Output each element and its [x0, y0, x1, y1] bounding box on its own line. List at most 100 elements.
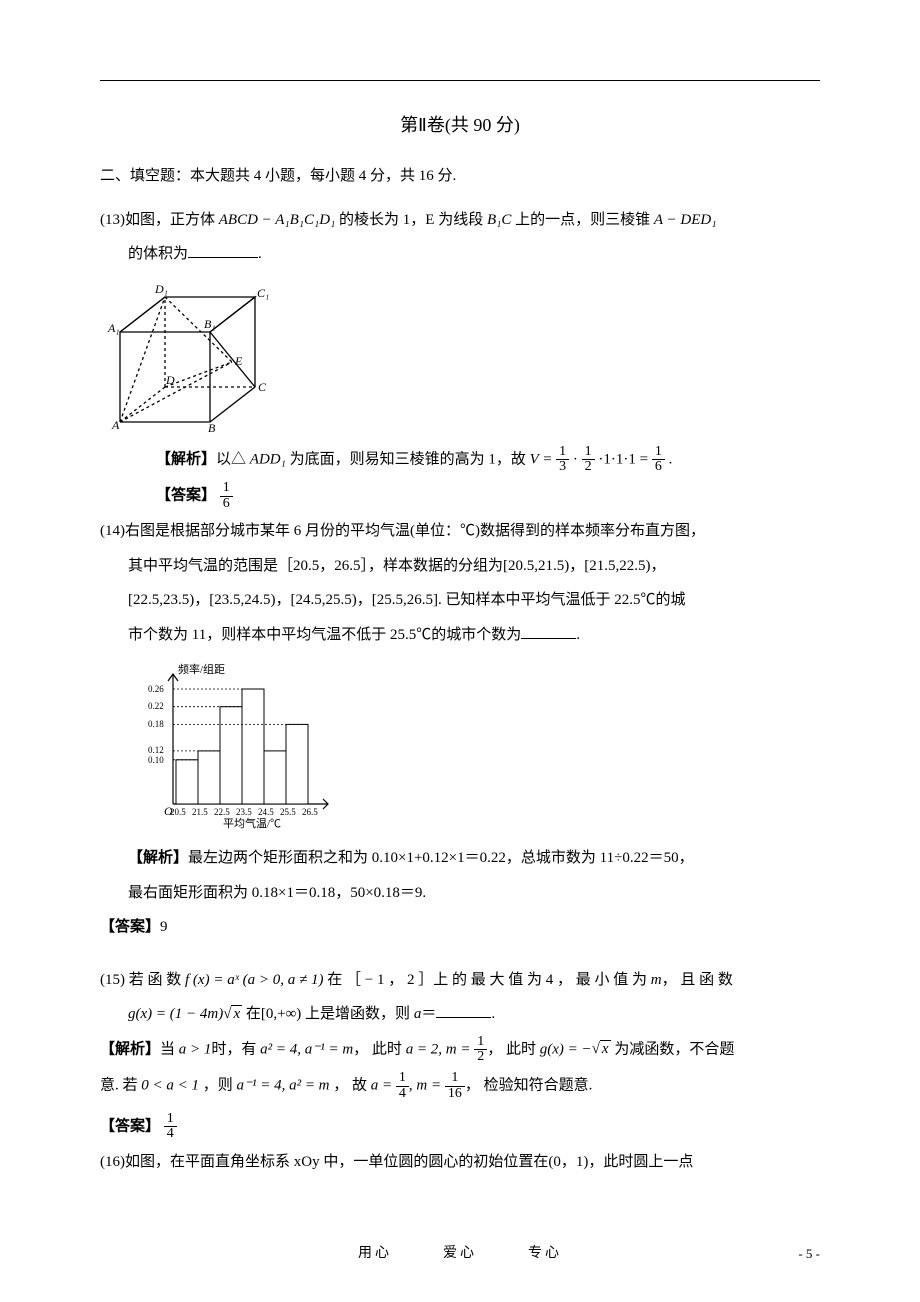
q13-seg: B₁C: [487, 212, 511, 228]
lbl-A1: A₁: [107, 321, 120, 335]
footer: 用心 爱心 专心 - 5 -: [100, 1242, 820, 1262]
q14-ans: 9: [160, 919, 168, 935]
q14-an1: 最左边两个矩形面积之和为 0.10×1+0.12×1＝0.22，总城市数为 11…: [188, 850, 694, 866]
q14-ans-label: 【答案】: [100, 919, 160, 935]
q15-d6: a =: [371, 1078, 392, 1094]
xt3: 23.5: [236, 807, 252, 817]
q13-ans-label: 【答案】: [156, 488, 216, 504]
q15-c5: ， 此时: [353, 1041, 406, 1057]
q15-c7: ， 此时: [487, 1041, 540, 1057]
q14-l2a: 其中平均气温的范围是［20.5，26.5］，样本数据的分组为: [128, 558, 503, 574]
page: 第Ⅱ卷(共 90 分) 二、填空题：本大题共 4 小题，每小题 4 分，共 16…: [0, 0, 920, 1302]
q15-d5: ， 故: [330, 1078, 371, 1094]
cube-svg: A B C D A₁ B₁ C₁ D₁ E: [100, 277, 270, 432]
q13-ans-frac: 16: [220, 481, 233, 511]
lbl-B: B: [208, 421, 216, 432]
lbl-C: C: [258, 380, 267, 394]
lbl-B1: B₁: [204, 317, 216, 331]
yt4: 0.10: [148, 755, 164, 765]
q15-gx-post: 在: [242, 1006, 261, 1022]
q13-f3: 16: [652, 445, 665, 475]
q14-groups2: [22.5,23.5)，[23.5,24.5)，[24.5,25.5)，[25.…: [128, 592, 438, 608]
q16-l1: (16)如图，在平面直角坐标系 xOy 中，一单位圆的圆心的初始位置在(0，1)…: [100, 1148, 820, 1177]
yt0: 0.26: [148, 684, 164, 694]
q13-V: V =: [530, 451, 553, 467]
q14-l1: (14)右图是根据部分城市某年 6 月份的平均气温(单位：℃)数据得到的样本频率…: [100, 517, 820, 546]
q13-an-mid: 为底面，则易知三棱锥的高为 1，故: [286, 451, 530, 467]
q15-d7: , m =: [409, 1078, 441, 1094]
q15-c6: a = 2, m =: [406, 1041, 471, 1057]
q15-eq: ＝: [421, 1006, 436, 1022]
q15-sqrt: √x: [223, 1000, 242, 1029]
q15-c2: a > 1: [179, 1041, 212, 1057]
q15-ans-frac: 14: [164, 1112, 177, 1142]
q15-m: m: [651, 972, 662, 988]
q13-pyr: A − DED₁: [654, 212, 717, 228]
section-heading: 二、填空题：本大题共 4 小题，每小题 4 分，共 16 分.: [100, 162, 820, 191]
yt1: 0.22: [148, 701, 164, 711]
q13-figure: A B C D A₁ B₁ C₁ D₁ E: [100, 277, 820, 437]
yt2: 0.18: [148, 719, 164, 729]
q15-c1: 当: [160, 1041, 179, 1057]
q15-pre: (15) 若 函 数: [100, 972, 185, 988]
q15-dom: [0,+∞): [261, 1006, 301, 1022]
lbl-A: A: [111, 418, 120, 432]
q15-sqrt2: √x: [592, 1035, 611, 1064]
q15-c8: g(x) = −: [540, 1041, 592, 1057]
q14-l3: [22.5,23.5)，[23.5,24.5)，[24.5,25.5)，[25.…: [100, 586, 820, 615]
q14-answer: 【答案】9: [100, 913, 820, 942]
q15-an-l1: 【解析】当 a > 1时，有 a² = 4, a⁻¹ = m， 此时 a = 2…: [100, 1035, 820, 1065]
lbl-C1: C₁: [257, 286, 269, 300]
q15-c9: 为减函数，不合题: [611, 1041, 735, 1057]
q15-l2: g(x) = (1 − 4m)√x 在[0,+∞) 上是增函数，则 a＝.: [100, 1000, 820, 1029]
yt3: 0.12: [148, 745, 164, 755]
footer-text: 用心 爱心 专心: [100, 1242, 820, 1262]
q14-l3b: . 已知样本中平均气温低于 22.5℃的城: [438, 592, 686, 608]
q13-f1: 13: [556, 445, 569, 475]
q15-an-label: 【解析】: [100, 1041, 160, 1057]
q13-f2: 12: [582, 445, 595, 475]
page-number: - 5 -: [798, 1246, 820, 1262]
q14-blank: [521, 624, 576, 639]
q13-prefix: (13)如图，正方体: [100, 212, 219, 228]
q13-analysis: 【解析】以△ ADD₁ 为底面，则易知三棱锥的高为 1，故 V = 13 · 1…: [100, 445, 820, 475]
q15-blank: [436, 1003, 491, 1018]
xt0: 20.5: [170, 807, 186, 817]
q13-cube: ABCD − A₁B₁C₁D₁: [219, 212, 336, 228]
q15-gx-pre: g(x) = (1 − 4m): [128, 1006, 223, 1022]
lbl-D: D: [165, 373, 175, 387]
q14-an-label: 【解析】: [128, 850, 188, 866]
q13-blank: [188, 243, 258, 258]
xt5: 25.5: [280, 807, 296, 817]
q15-tail: 上是增函数，则: [301, 1006, 414, 1022]
q15-l1: (15) 若 函 数 f (x) = aˣ (a > 0, a ≠ 1) 在 ［…: [100, 966, 820, 995]
q13-answer: 【答案】 16: [100, 481, 820, 511]
xt4: 24.5: [258, 807, 274, 817]
q14-l4: 市个数为 11，则样本中平均气温不低于 25.5℃的城市个数为.: [100, 621, 820, 650]
volume-title: 第Ⅱ卷(共 90 分): [100, 111, 820, 137]
hist-ylabel: 频率/组距: [178, 662, 225, 676]
q15-ans-label: 【答案】: [100, 1118, 160, 1134]
q13-mid2: 上的一点，则三棱锥: [511, 212, 654, 228]
q13-analysis-label: 【解析】: [156, 451, 216, 467]
q15-mid1: 在 ［ − 1 ， 2 ］上 的 最 大 值 为 4 ， 最 小 值 为: [324, 972, 651, 988]
q13-stem-line1: (13)如图，正方体 ABCD − A₁B₁C₁D₁ 的棱长为 1，E 为线段 …: [100, 206, 820, 235]
q15-c3: 时，有: [211, 1041, 260, 1057]
q13-mid1: 的棱长为 1，E 为线段: [335, 212, 487, 228]
xt2: 22.5: [214, 807, 230, 817]
xt1: 21.5: [192, 807, 208, 817]
q14-l4a: 市个数为 11，则样本中平均气温不低于 25.5℃的城市个数为: [128, 627, 521, 643]
q14-figure: 频率/组距 0.26 0.22 0.18: [128, 659, 820, 834]
hist-svg: 频率/组距 0.26 0.22 0.18: [128, 659, 343, 829]
q15-d3: ，则: [199, 1078, 237, 1094]
q13-tail: 的体积为: [128, 246, 188, 262]
q14-analysis1: 【解析】最左边两个矩形面积之和为 0.10×1+0.12×1＝0.22，总城市数…: [100, 844, 820, 873]
hist-xlabel: 平均气温/℃: [223, 816, 281, 829]
q15-an-l2: 意. 若 0 < a < 1 ，则 a⁻¹ = 4, a² = m ， 故 a …: [100, 1071, 820, 1101]
q15-mid2: ， 且 函 数: [662, 972, 733, 988]
q15-d4: a⁻¹ = 4, a² = m: [237, 1078, 330, 1094]
q13-stem-line2: 的体积为.: [100, 240, 820, 269]
q14-l2: 其中平均气温的范围是［20.5，26.5］，样本数据的分组为[20.5,21.5…: [100, 552, 820, 581]
spacer: [100, 948, 820, 966]
q15-fx: f (x) = aˣ (a > 0, a ≠ 1): [185, 972, 324, 988]
